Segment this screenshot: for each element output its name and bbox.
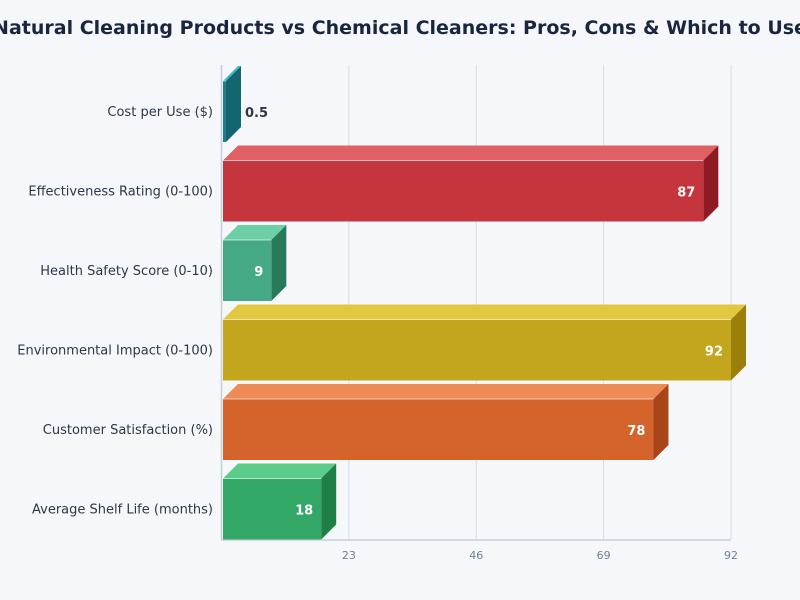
data-label: 78 — [627, 424, 645, 439]
category-label: Effectiveness Rating (0-100) — [28, 185, 213, 200]
x-tick-label: 92 — [724, 549, 738, 562]
bar — [223, 160, 704, 222]
category-label: Average Shelf Life (months) — [32, 503, 213, 518]
bar-top — [223, 304, 746, 320]
bar-top — [223, 66, 241, 81]
bar — [223, 319, 731, 381]
bar — [223, 478, 322, 540]
bar-top — [223, 225, 287, 240]
data-label: 87 — [677, 186, 695, 201]
bar-side — [731, 304, 746, 381]
bar-top — [223, 463, 337, 479]
bar — [223, 399, 654, 460]
bar-side — [703, 145, 719, 222]
bar-side — [653, 384, 669, 460]
category-label: Customer Satisfaction (%) — [43, 423, 213, 438]
bar-side — [271, 225, 287, 301]
bar-side — [226, 66, 241, 142]
bar-side — [321, 463, 337, 540]
x-tick-label: 23 — [342, 549, 356, 562]
category-label: Cost per Use ($) — [107, 105, 213, 120]
x-tick-label: 69 — [597, 549, 611, 562]
bar — [223, 81, 226, 142]
data-label: 18 — [295, 504, 313, 519]
chart-title: Natural Cleaning Products vs Chemical Cl… — [0, 17, 800, 39]
data-label: 0.5 — [245, 106, 268, 121]
category-label: Health Safety Score (0-10) — [40, 264, 213, 279]
bar-top — [223, 145, 719, 161]
data-label: 9 — [254, 265, 263, 280]
data-label: 92 — [705, 345, 723, 360]
bar-top — [223, 384, 669, 399]
bar — [223, 240, 272, 301]
x-tick-label: 46 — [469, 549, 483, 562]
category-label: Environmental Impact (0-100) — [17, 344, 213, 359]
